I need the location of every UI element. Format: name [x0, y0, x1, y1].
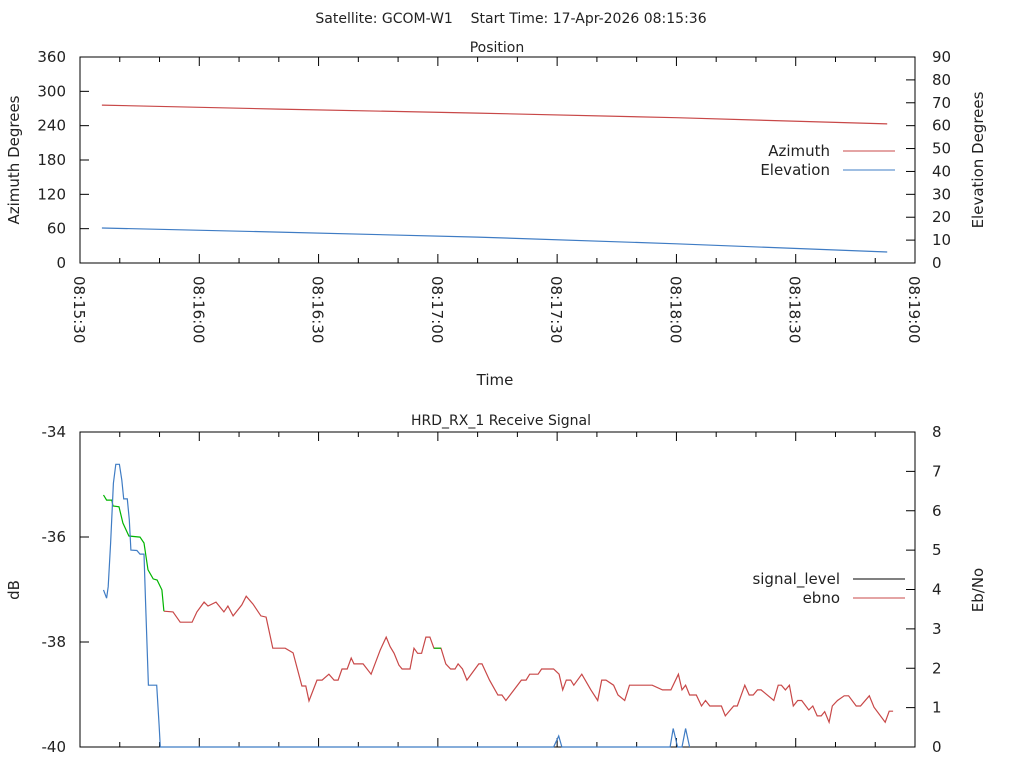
legend-label-elevation: Elevation — [760, 161, 830, 179]
y2-tick-label: 90 — [932, 48, 951, 66]
y-tick-label: 60 — [47, 220, 66, 238]
y2-tick-label: 3 — [932, 620, 942, 638]
x-axis-label: Time — [476, 371, 514, 389]
x-tick-label: 08:17:00 — [428, 276, 446, 343]
y2-tick-label: 4 — [932, 581, 942, 599]
y2-axis-label-ebno: Eb/No — [969, 568, 987, 612]
y2-tick-label: 20 — [932, 208, 951, 226]
y-axis-label-db: dB — [5, 580, 23, 600]
y-tick-label: 0 — [56, 254, 66, 272]
receive-signal-plot: HRD_RX_1 Receive Signal dB Eb/No -40 -38 -… — [5, 413, 987, 756]
y2-tick-label: 6 — [932, 502, 942, 520]
y-tick-label: -38 — [42, 633, 67, 651]
y-tick-label: 300 — [37, 82, 66, 100]
y2-tick-label: 1 — [932, 699, 942, 717]
x-tick-label: 08:17:30 — [547, 276, 565, 343]
y2-tick-label: 40 — [932, 162, 951, 180]
receive-plot-frame — [79, 431, 916, 748]
series-line-ebno — [163, 595, 894, 725]
series-line-signal — [102, 463, 691, 748]
y2-tick-label: 5 — [932, 541, 942, 559]
y-tick-label: -36 — [42, 528, 67, 546]
legend-label-ebno: ebno — [803, 589, 840, 607]
position-title: Position — [470, 40, 525, 56]
series-line-elevation — [101, 227, 888, 253]
y2-tick-label: 2 — [932, 659, 942, 677]
series-line-azimuth — [101, 104, 888, 125]
x-tick-label: 08:18:30 — [786, 276, 804, 343]
y2-tick-label: 0 — [932, 738, 942, 756]
y2-tick-label: 0 — [932, 254, 942, 272]
y-tick-label: 360 — [37, 48, 66, 66]
figure-title: Satellite: GCOM-W1 Start Time: 17-Apr-20… — [315, 11, 706, 27]
receive-signal-title: HRD_RX_1 Receive Signal — [411, 413, 591, 429]
y-tick-label: -40 — [42, 738, 67, 756]
x-tick-label: 08:18:00 — [666, 276, 684, 343]
x-tick-label: 08:19:00 — [905, 276, 923, 343]
y-axis-label: Azimuth Degrees — [5, 95, 23, 224]
y2-tick-label: 8 — [932, 423, 942, 441]
y-tick-label: -34 — [42, 423, 67, 441]
y2-tick-label: 60 — [932, 117, 951, 135]
position-plot: Position Time Azimuth Degrees Elevation … — [5, 40, 987, 389]
y2-axis-label: Elevation Degrees — [969, 91, 987, 228]
y2-tick-label: 50 — [932, 140, 951, 158]
y2-tick-label: 10 — [932, 231, 951, 249]
y2-tick-label: 70 — [932, 94, 951, 112]
position-plot-frame — [79, 56, 916, 264]
y-tick-label: 120 — [37, 185, 66, 203]
y-tick-label: 240 — [37, 117, 66, 135]
x-tick-label: 08:16:30 — [309, 276, 327, 343]
y2-tick-label: 30 — [932, 185, 951, 203]
y2-tick-label: 80 — [932, 71, 951, 89]
y2-tick-label: 7 — [932, 462, 942, 480]
x-tick-label: 08:16:00 — [189, 276, 207, 343]
x-tick-label: 08:15:30 — [70, 276, 88, 343]
legend-label-signal-level: signal_level — [752, 570, 840, 589]
y-tick-label: 180 — [37, 151, 66, 169]
legend-label-azimuth: Azimuth — [768, 142, 830, 160]
